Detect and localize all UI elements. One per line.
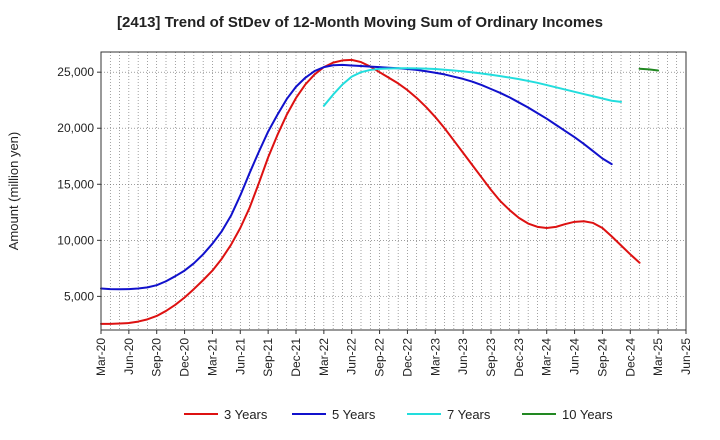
series-line-7-years <box>322 67 622 107</box>
x-tick-label: Dec-24 <box>623 338 637 377</box>
plot-frame <box>100 51 687 331</box>
grid-lines <box>101 52 686 330</box>
x-tick-label: Sep-20 <box>150 338 164 377</box>
series-layer <box>100 58 660 325</box>
x-tick-label: Sep-24 <box>595 338 609 377</box>
y-axis-ticks: 5,000 10,000 15,000 20,000 25,000 <box>57 65 101 303</box>
legend-label: 10 Years <box>562 407 613 422</box>
x-tick-label: Sep-21 <box>261 338 275 377</box>
x-axis-ticks: Mar-20 Jun-20 Sep-20 Dec-20 Mar-21 Jun-21 Sep-… <box>94 330 693 377</box>
x-tick-label: Mar-20 <box>94 338 108 376</box>
series-line-5-years <box>100 63 613 291</box>
plot-area <box>101 52 686 330</box>
x-tick-label: Sep-22 <box>373 338 387 377</box>
x-tick-label: Jun-22 <box>345 338 359 375</box>
x-tick-label: Mar-23 <box>428 338 442 376</box>
legend-label: 5 Years <box>332 407 376 422</box>
legend: 3 Years 5 Years 7 Years 10 Years <box>184 407 613 422</box>
legend-label: 7 Years <box>447 407 491 422</box>
y-tick-label: 10,000 <box>57 233 94 247</box>
y-tick-label: 5,000 <box>64 289 94 303</box>
x-tick-label: Jun-23 <box>456 338 470 375</box>
x-tick-label: Mar-24 <box>540 338 554 376</box>
series-line-10-years <box>638 67 660 72</box>
x-tick-label: Mar-21 <box>205 338 219 376</box>
plot-border <box>100 51 687 331</box>
plot-background <box>101 52 686 330</box>
legend-label: 3 Years <box>224 407 268 422</box>
x-tick-label: Dec-21 <box>289 338 303 377</box>
x-tick-label: Jun-20 <box>122 338 136 375</box>
chart-title: [2413] Trend of StDev of 12-Month Moving… <box>117 14 603 31</box>
y-tick-label: 25,000 <box>57 65 94 79</box>
x-tick-label: Dec-23 <box>512 338 526 377</box>
y-tick-label: 15,000 <box>57 177 94 191</box>
x-tick-label: Jun-24 <box>568 338 582 375</box>
x-tick-label: Mar-25 <box>651 338 665 376</box>
y-axis-label: Amount (million yen) <box>6 132 21 251</box>
y-tick-label: 20,000 <box>57 121 94 135</box>
x-tick-label: Jun-21 <box>233 338 247 375</box>
x-tick-label: Mar-22 <box>317 338 331 376</box>
x-tick-label: Jun-25 <box>679 338 693 375</box>
x-tick-label: Dec-20 <box>178 338 192 377</box>
x-tick-label: Sep-23 <box>484 338 498 377</box>
x-tick-label: Dec-22 <box>400 338 414 377</box>
